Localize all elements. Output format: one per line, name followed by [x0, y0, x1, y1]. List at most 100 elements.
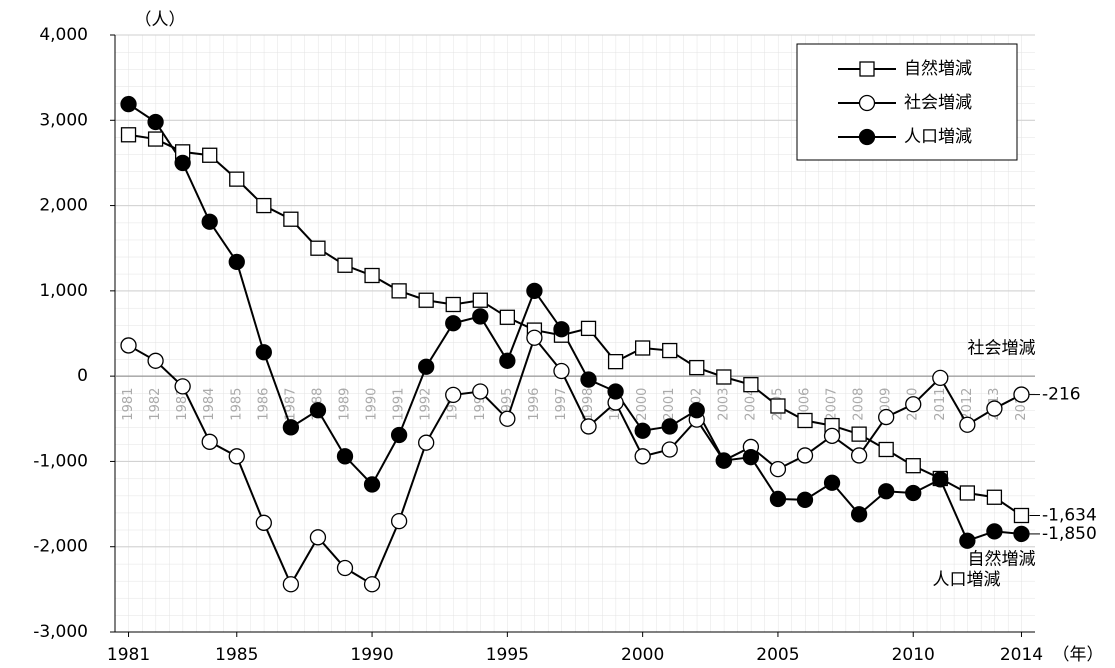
- data-point: [202, 147, 218, 163]
- data-point: [526, 329, 543, 346]
- data-point: [823, 427, 841, 444]
- data-point: [255, 514, 272, 531]
- data-point: [310, 240, 326, 256]
- data-point: [283, 211, 299, 227]
- data-point: [661, 441, 678, 458]
- data-point: [905, 458, 921, 474]
- legend-label: 自然増減: [904, 59, 972, 79]
- data-point: [769, 460, 787, 478]
- legend-label: 社会増減: [904, 93, 972, 113]
- series-end-label: 社会増減: [967, 339, 1035, 359]
- series-end-label: 人口増減: [932, 570, 1000, 590]
- data-point: [309, 402, 327, 419]
- data-point: [716, 369, 732, 385]
- data-point: [986, 489, 1003, 505]
- data-point: [445, 386, 462, 404]
- data-point: [742, 449, 760, 466]
- data-point: [553, 321, 570, 338]
- x-category-label: 2001: [662, 388, 677, 421]
- data-point: [986, 523, 1003, 540]
- data-point: [662, 342, 678, 359]
- x-category-label: 2008: [852, 388, 867, 421]
- data-point: [120, 337, 137, 354]
- x-unit-label: （年）: [1053, 645, 1104, 665]
- data-point: [255, 344, 272, 361]
- data-point: [769, 490, 787, 508]
- data-point: [959, 416, 976, 433]
- data-point: [905, 484, 922, 502]
- data-point: [634, 340, 651, 356]
- data-point: [715, 452, 732, 469]
- data-point: [634, 448, 651, 465]
- data-point: [228, 253, 245, 271]
- legend-marker: [858, 128, 876, 146]
- data-point: [580, 371, 597, 388]
- data-point: [147, 113, 164, 131]
- data-point: [688, 402, 705, 419]
- x-category-label: 2004: [743, 388, 758, 421]
- x-category-label: 2006: [798, 388, 813, 421]
- data-point: [850, 506, 868, 523]
- x-category-label: 1997: [554, 388, 569, 421]
- data-point: [337, 257, 353, 273]
- data-point: [499, 410, 516, 427]
- data-point: [959, 485, 976, 501]
- y-tick-label: 4,000: [39, 25, 88, 45]
- x-category-label: 1986: [256, 388, 271, 421]
- legend-marker: [858, 94, 876, 112]
- data-point: [363, 476, 381, 493]
- value-label: -216: [1042, 385, 1081, 405]
- x-category-label: 1996: [527, 388, 542, 421]
- y-tick-label: -2,000: [33, 537, 88, 557]
- y-tick-label: 1,000: [39, 281, 88, 301]
- data-point: [147, 131, 164, 147]
- data-point: [1013, 507, 1030, 524]
- data-point: [607, 383, 624, 400]
- series-line: [128, 133, 1023, 517]
- data-point: [796, 447, 814, 464]
- data-point: [743, 377, 759, 393]
- x-category-label: 2003: [716, 388, 731, 421]
- data-point: [932, 369, 949, 386]
- data-point: [878, 483, 895, 500]
- data-point: [851, 426, 867, 442]
- series-line: [127, 103, 1022, 542]
- data-point: [796, 491, 814, 508]
- x-category-label: 1981: [121, 388, 136, 421]
- data-point: [363, 576, 381, 593]
- y-tick-label: -3,000: [33, 622, 88, 642]
- x-category-label: 1984: [202, 388, 217, 421]
- data-point: [1013, 525, 1030, 543]
- data-point: [553, 362, 570, 380]
- value-label: -1,850: [1042, 524, 1097, 544]
- data-point: [391, 283, 407, 299]
- data-point: [850, 447, 868, 464]
- data-point: [174, 378, 191, 395]
- data-point: [201, 213, 218, 230]
- x-category-label: 2011: [933, 388, 948, 421]
- data-point: [256, 197, 272, 214]
- data-point: [309, 529, 327, 546]
- data-point: [418, 358, 435, 375]
- data-point: [607, 353, 624, 370]
- data-point: [986, 400, 1003, 417]
- x-category-label: 1985: [229, 388, 244, 421]
- data-point: [282, 419, 300, 436]
- data-point: [418, 434, 435, 451]
- data-point: [228, 448, 245, 465]
- data-point: [823, 474, 841, 491]
- data-point: [390, 426, 408, 444]
- x-category-label: 1987: [283, 388, 298, 421]
- data-point: [390, 512, 408, 530]
- x-tick-label: 1981: [107, 645, 150, 665]
- data-point: [932, 471, 949, 488]
- x-category-label: 1990: [365, 388, 380, 421]
- data-point: [499, 352, 516, 369]
- x-tick-label: 2005: [756, 645, 799, 665]
- x-tick-label: 2000: [621, 645, 664, 665]
- data-point: [878, 441, 894, 458]
- data-point: [878, 408, 895, 426]
